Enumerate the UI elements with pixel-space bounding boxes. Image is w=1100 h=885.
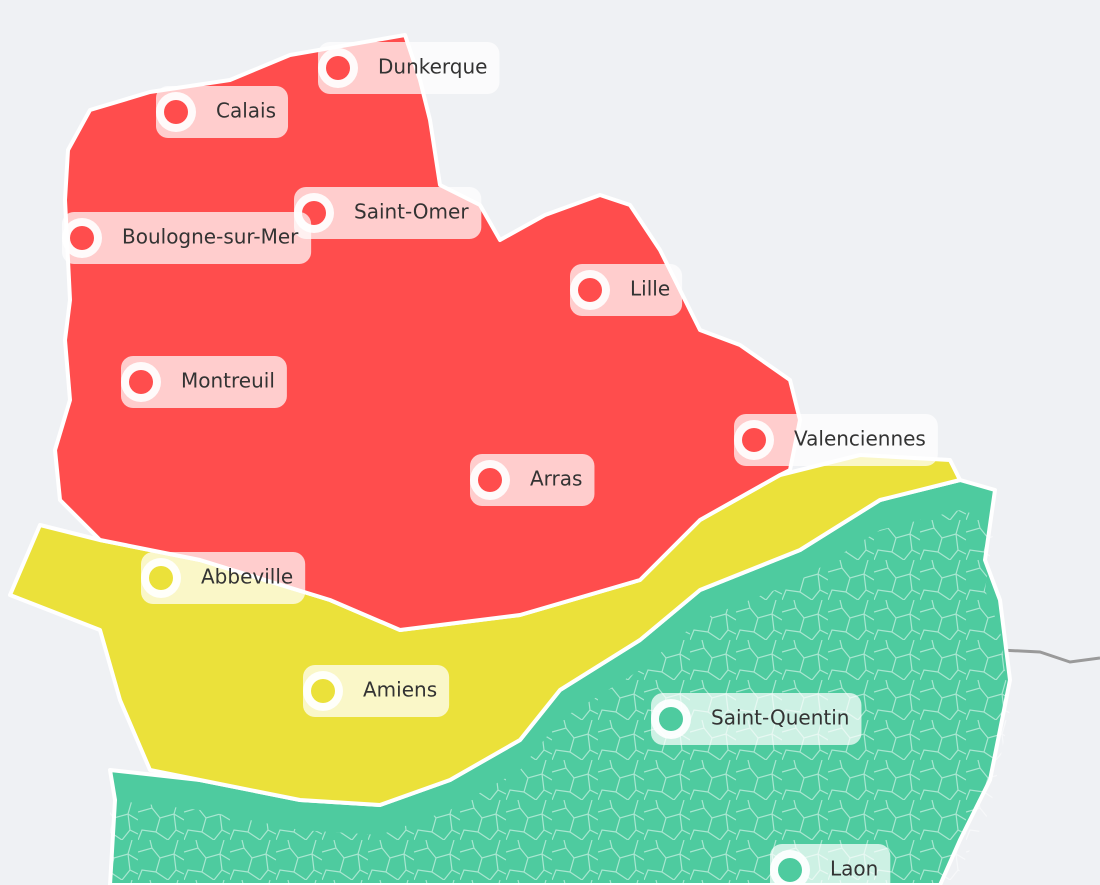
- label-background: [294, 187, 482, 239]
- city-label: Lille: [630, 277, 670, 301]
- city-label: Saint-Omer: [354, 200, 469, 224]
- city-marker: [149, 566, 173, 590]
- city-label: Abbeville: [201, 565, 293, 589]
- label-background: [62, 212, 312, 264]
- cities: Dunkerque Calais Saint-Omer Boulogne-sur-Me…: [62, 42, 938, 885]
- city: Calais: [156, 86, 289, 138]
- city: Abbeville: [141, 552, 306, 604]
- city: Saint-Omer: [294, 187, 482, 239]
- city: Boulogne-sur-Mer: [62, 212, 312, 264]
- city-label: Montreuil: [181, 369, 275, 393]
- city-marker: [478, 468, 502, 492]
- city-label: Laon: [830, 857, 878, 881]
- city-label: Boulogne-sur-Mer: [122, 225, 299, 249]
- label-background: [141, 552, 306, 604]
- city: Montreuil: [121, 356, 287, 408]
- label-background: [121, 356, 287, 408]
- city-marker: [578, 278, 602, 302]
- city-marker: [326, 56, 350, 80]
- city: Saint-Quentin: [651, 693, 862, 745]
- city-label: Amiens: [363, 678, 437, 702]
- label-background: [303, 665, 450, 717]
- label-background: [318, 42, 500, 94]
- city-label: Calais: [216, 99, 276, 123]
- label-background: [734, 414, 938, 466]
- city: Valenciennes: [734, 414, 938, 466]
- road: [999, 648, 1100, 664]
- city: Lille: [570, 264, 683, 316]
- city: Amiens: [303, 665, 450, 717]
- city-marker: [311, 679, 335, 703]
- city-label: Dunkerque: [378, 55, 487, 79]
- city-label: Arras: [530, 467, 582, 491]
- city-marker: [742, 428, 766, 452]
- label-background: [651, 693, 862, 745]
- city: Laon: [770, 844, 891, 885]
- city-label: Valenciennes: [794, 427, 926, 451]
- city-marker: [164, 100, 188, 124]
- city-marker: [70, 226, 94, 250]
- city-marker: [129, 370, 153, 394]
- city: Arras: [470, 454, 595, 506]
- city-marker: [778, 858, 802, 882]
- city-marker: [659, 707, 683, 731]
- city-label: Saint-Quentin: [711, 706, 849, 730]
- city: Dunkerque: [318, 42, 500, 94]
